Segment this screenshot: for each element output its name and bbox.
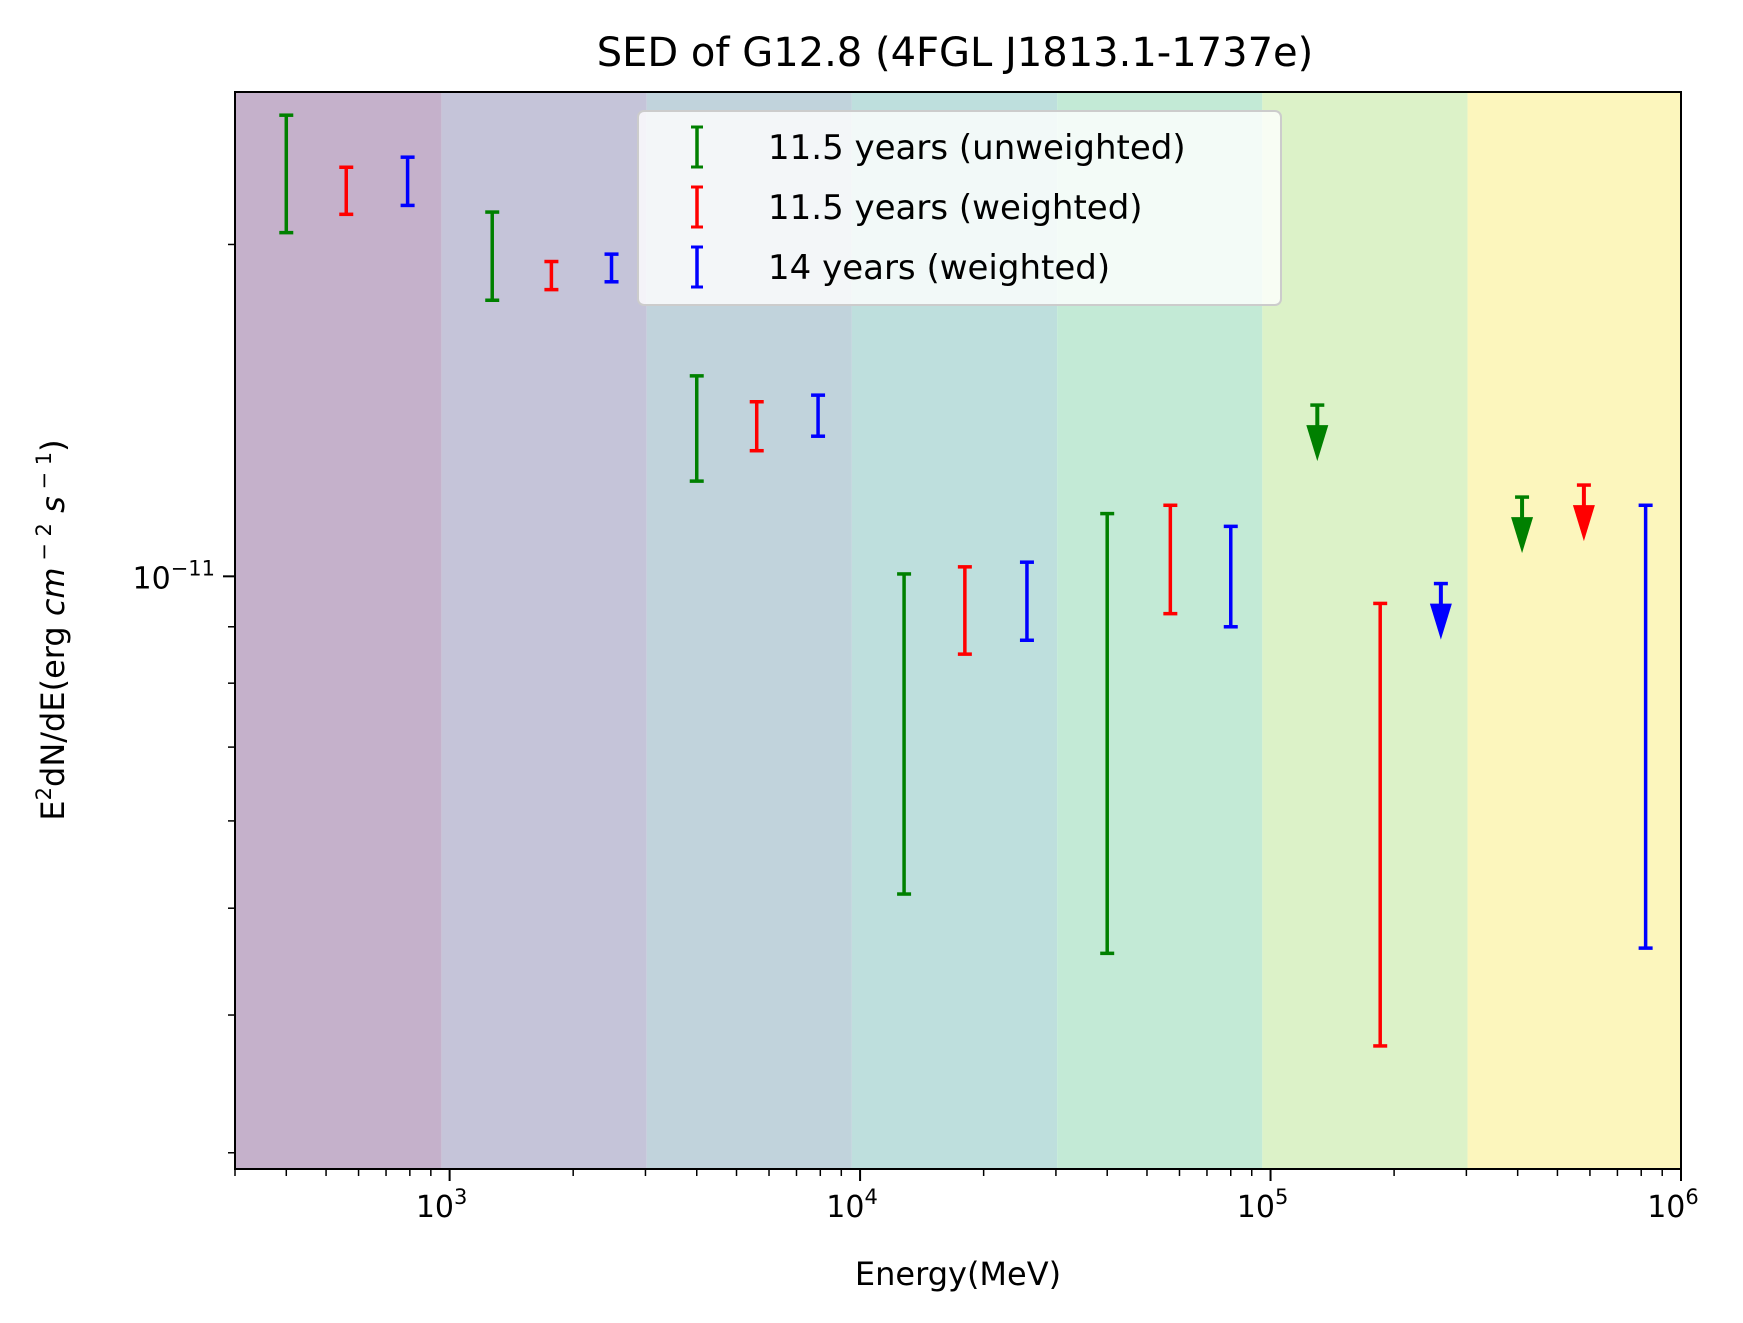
upper-limit-arrow-7	[1572, 483, 1595, 542]
legend-swatch	[691, 245, 703, 289]
error-bar-1	[339, 165, 354, 217]
x-tick-label: 105	[1237, 1185, 1289, 1225]
axis-tick-labels: 103 104 105 106 10−11	[132, 556, 1698, 1225]
data-markers	[279, 113, 1653, 1048]
upper-limit-arrow-6	[1306, 403, 1329, 462]
series-14-years-weighted	[400, 155, 1653, 950]
legend-label: 14 years (weighted)	[768, 248, 1110, 288]
x-axis-label: Energy(MeV)	[855, 1255, 1061, 1293]
error-bar-7	[1638, 503, 1653, 950]
series-11-5-years-weighted	[339, 165, 1595, 1048]
y-tick-label: 10−11	[132, 556, 215, 596]
energy-band-1	[235, 92, 442, 1169]
legend-box	[637, 110, 1282, 306]
legend-swatch	[691, 185, 703, 229]
chart-title: SED of G12.8 (4FGL J1813.1-1737e)	[597, 30, 1313, 76]
legend: 11.5 years (unweighted) 11.5 years (weigh…	[637, 110, 1282, 306]
error-bar-3	[749, 399, 764, 453]
x-tick-label: 103	[416, 1185, 468, 1225]
legend-entry-11-5-years-unweighted: 11.5 years (unweighted)	[691, 125, 1186, 169]
legend-label: 11.5 years (weighted)	[768, 188, 1143, 228]
upper-limit-arrow-7	[1511, 495, 1534, 554]
error-bar-5	[1100, 511, 1115, 956]
x-tick-label: 104	[826, 1185, 878, 1225]
upper-limit-arrow-6	[1429, 581, 1452, 640]
series-11-5-years-unweighted	[279, 113, 1534, 956]
error-bar-6	[1373, 601, 1388, 1048]
x-tick-label: 106	[1647, 1185, 1699, 1225]
plot-frame	[234, 91, 1682, 1170]
legend-swatch	[691, 125, 703, 169]
error-bar-1	[279, 113, 294, 235]
error-bar-1	[400, 155, 415, 208]
error-bar-5	[1223, 524, 1238, 629]
error-bar-5	[1163, 503, 1178, 616]
axis-ticks	[223, 243, 1682, 1181]
error-bar-4	[957, 565, 972, 656]
legend-entry-14-years-weighted: 14 years (weighted)	[691, 245, 1110, 289]
legend-label: 11.5 years (unweighted)	[768, 128, 1186, 168]
y-axis-label: E2dN/dE(erg cm − 2 s − 1)	[32, 439, 72, 820]
error-bar-2	[604, 252, 619, 284]
error-bar-3	[811, 393, 826, 438]
error-bar-4	[897, 572, 912, 896]
energy-band-7	[1467, 92, 1681, 1169]
error-bar-2	[544, 259, 559, 292]
legend-entry-11-5-years-weighted: 11.5 years (weighted)	[691, 185, 1143, 229]
error-bar-2	[485, 210, 500, 303]
error-bar-4	[1019, 560, 1034, 643]
energy-band-6	[1262, 92, 1468, 1169]
error-bar-3	[689, 374, 704, 483]
